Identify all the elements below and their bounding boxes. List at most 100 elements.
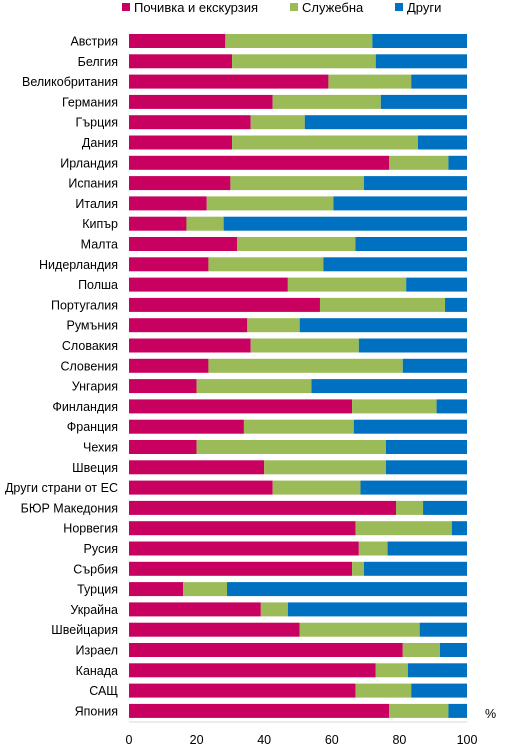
category-label-24: БЮР Македония	[21, 501, 118, 515]
category-label-21: Чехия	[83, 441, 118, 455]
bar-segment-3-row-20	[353, 419, 467, 434]
category-label-19: Финландия	[52, 400, 118, 414]
category-label-30: Швейцария	[51, 623, 118, 637]
category-label-25: Норвегия	[63, 522, 118, 536]
legend-swatch-3	[395, 3, 403, 11]
category-label-11: Малта	[81, 238, 118, 252]
bar-segment-1-row-32	[129, 663, 376, 678]
bar-segment-3-row-10	[223, 216, 467, 231]
bar-segment-3-row-8	[363, 176, 467, 191]
bar-segment-3-row-14	[445, 297, 467, 312]
bar-segment-2-row-8	[230, 176, 364, 191]
bar-segment-3-row-11	[355, 237, 467, 251]
bar-segment-2-row-10	[186, 216, 224, 231]
bar-segment-3-row-6	[417, 135, 467, 150]
bar-segment-1-row-27	[129, 561, 353, 576]
bar-segment-1-row-11	[129, 237, 238, 251]
bar-segment-2-row-21	[196, 440, 386, 454]
category-label-2: Белгия	[78, 55, 118, 69]
bar-segment-3-row-26	[387, 541, 467, 556]
bar-segment-2-row-4	[272, 94, 381, 109]
bar-segment-2-row-18	[196, 379, 312, 394]
category-label-1: Австрия	[70, 35, 118, 49]
bar-segment-3-row-29	[287, 602, 467, 617]
bar-segment-1-row-26	[129, 541, 359, 556]
bar-segment-1-row-30	[129, 622, 300, 637]
bar-segment-3-row-31	[439, 643, 467, 657]
bar-segment-1-row-31	[129, 643, 403, 657]
bar-segment-3-row-24	[423, 500, 467, 515]
bar-segment-2-row-33	[355, 683, 412, 698]
bar-segment-1-row-6	[129, 135, 233, 150]
bar-segment-2-row-29	[260, 602, 288, 617]
category-label-18: Унгария	[72, 380, 118, 394]
legend-swatch-2	[290, 3, 298, 11]
bar-segment-2-row-6	[232, 135, 418, 150]
bar-segment-3-row-23	[360, 480, 467, 495]
bar-segment-2-row-26	[358, 541, 388, 556]
bar-segment-2-row-7	[389, 155, 449, 170]
category-label-32: Канада	[76, 664, 118, 678]
bar-segment-1-row-8	[129, 176, 231, 191]
bar-segment-1-row-34	[129, 703, 390, 718]
bar-segment-3-row-30	[419, 622, 467, 637]
bar-segment-3-row-25	[451, 521, 467, 536]
bar-segment-2-row-22	[264, 460, 386, 475]
bar-segment-3-row-32	[407, 663, 467, 678]
category-label-7: Ирландия	[60, 156, 118, 170]
bar-segment-2-row-3	[328, 74, 412, 89]
x-unit-label: %	[485, 707, 496, 721]
bar-segment-1-row-25	[129, 521, 356, 536]
bar-segment-2-row-17	[208, 358, 403, 373]
legend: Почивка и екскурзия Служебна Други	[122, 0, 441, 15]
bar-segment-1-row-17	[129, 358, 209, 373]
bar-segment-2-row-31	[402, 643, 440, 657]
bar-segment-1-row-9	[129, 196, 207, 211]
bar-segment-2-row-30	[299, 622, 420, 637]
bar-segment-3-row-9	[333, 196, 467, 211]
bar-segment-1-row-21	[129, 440, 197, 454]
bar-segment-2-row-15	[247, 318, 300, 333]
bar-segment-1-row-19	[129, 399, 353, 414]
bar-segment-3-row-34	[448, 703, 467, 718]
category-label-34: Япония	[75, 704, 118, 718]
bar-segment-3-row-16	[358, 338, 467, 353]
bar-segment-1-row-7	[129, 155, 390, 170]
bar-segment-3-row-18	[311, 379, 467, 394]
bar-segment-3-row-4	[380, 94, 467, 109]
bar-segment-2-row-34	[389, 703, 449, 718]
bar-segment-1-row-1	[129, 34, 226, 48]
legend-label-1: Почивка и екскурзия	[134, 0, 258, 15]
bar-segment-3-row-2	[375, 54, 467, 69]
bar-segment-1-row-12	[129, 257, 209, 272]
bar-segment-1-row-3	[129, 74, 329, 89]
bar-segment-1-row-16	[129, 338, 251, 353]
category-label-5: Гърция	[76, 116, 118, 130]
legend-label-2: Служебна	[302, 0, 364, 15]
bar-segment-2-row-28	[183, 582, 228, 597]
bar-segment-2-row-27	[352, 561, 364, 576]
bar-segment-1-row-2	[129, 54, 233, 69]
category-label-23: Други страни от ЕС	[5, 481, 118, 495]
bar-segment-2-row-1	[225, 34, 373, 48]
bar-segment-1-row-5	[129, 115, 251, 130]
bar-segment-1-row-28	[129, 582, 184, 597]
x-axis: 0 20 40 60 80 100%	[126, 707, 497, 747]
bar-segment-1-row-4	[129, 94, 273, 109]
category-label-9: Италия	[75, 197, 118, 211]
bar-segment-1-row-23	[129, 480, 273, 495]
bar-segment-3-row-22	[385, 460, 467, 475]
bar-segment-2-row-9	[206, 196, 334, 211]
category-label-31: Израел	[76, 644, 118, 658]
category-label-15: Румъния	[66, 319, 118, 333]
bar-segment-2-row-23	[272, 480, 361, 495]
category-label-29: Украйна	[70, 603, 118, 617]
bar-segment-3-row-7	[448, 155, 467, 170]
bar-segment-2-row-16	[250, 338, 359, 353]
bar-segment-2-row-32	[375, 663, 408, 678]
bar-segment-3-row-21	[385, 440, 467, 454]
x-tick-label-1: 0	[126, 733, 133, 747]
bar-segment-3-row-15	[299, 318, 467, 333]
x-tick-label-5: 80	[392, 733, 406, 747]
